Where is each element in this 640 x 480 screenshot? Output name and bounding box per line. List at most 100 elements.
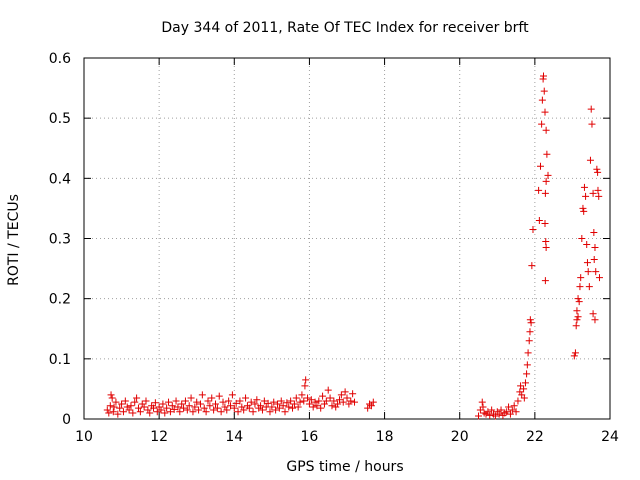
- data-point: [258, 406, 266, 414]
- data-point: [364, 404, 372, 412]
- data-point: [127, 402, 135, 410]
- data-point: [114, 410, 122, 418]
- data-point: [328, 402, 336, 410]
- data-point: [142, 397, 150, 405]
- data-point: [163, 404, 171, 412]
- x-tick-label: 16: [301, 429, 319, 445]
- data-point: [270, 398, 278, 406]
- data-point: [110, 403, 118, 411]
- data-point: [112, 398, 120, 406]
- data-point: [178, 400, 186, 408]
- data-point: [285, 403, 293, 411]
- data-point: [170, 405, 178, 413]
- data-point: [541, 108, 549, 116]
- data-point: [589, 189, 597, 197]
- data-point: [283, 399, 291, 407]
- data-point: [196, 400, 204, 408]
- data-point: [523, 370, 531, 378]
- y-tick-label: 0: [62, 412, 71, 428]
- data-point: [514, 397, 522, 405]
- data-point: [594, 186, 602, 194]
- data-point: [103, 406, 111, 414]
- data-point: [217, 408, 225, 416]
- data-point: [330, 397, 338, 405]
- data-point: [249, 408, 257, 416]
- data-point: [272, 406, 280, 414]
- data-point: [542, 244, 550, 252]
- data-point: [517, 382, 525, 390]
- data-point: [198, 391, 206, 399]
- data-point: [227, 402, 235, 410]
- data-point: [594, 168, 602, 176]
- data-point: [165, 398, 173, 406]
- x-tick-label: 18: [376, 429, 394, 445]
- x-tick-label: 24: [601, 429, 619, 445]
- y-tick-label: 0.6: [49, 51, 71, 67]
- data-point: [369, 398, 377, 406]
- data-point: [260, 397, 268, 405]
- data-point: [478, 398, 486, 406]
- data-point: [583, 259, 591, 267]
- data-point: [351, 398, 359, 406]
- data-point: [313, 402, 321, 410]
- data-point: [240, 406, 248, 414]
- data-point: [232, 399, 240, 407]
- data-point: [529, 225, 537, 233]
- data-point: [520, 394, 528, 402]
- data-point: [510, 402, 518, 410]
- x-tick-label: 22: [526, 429, 544, 445]
- data-point: [159, 400, 167, 408]
- data-point: [245, 404, 253, 412]
- data-point: [520, 385, 528, 393]
- axis-ticks: 10 12 14 16 18 20 22 24 0 0.1 0.2 0.3 0.4 0.5 0.6: [49, 51, 619, 445]
- x-axis-title: GPS time / hours: [286, 459, 403, 475]
- data-point: [204, 397, 212, 405]
- data-point: [571, 349, 579, 357]
- data-point: [523, 361, 531, 369]
- data-point: [580, 207, 588, 215]
- data-point: [590, 228, 598, 236]
- data-point: [268, 403, 276, 411]
- data-point: [215, 392, 223, 400]
- data-point: [304, 394, 312, 402]
- y-tick-label: 0.5: [49, 111, 71, 127]
- data-point: [574, 313, 582, 321]
- data-point: [176, 408, 184, 416]
- data-point: [526, 328, 534, 336]
- y-axis-title: ROTI / TECUs: [6, 194, 22, 286]
- y-tick-label: 0.2: [49, 292, 71, 308]
- data-point: [108, 394, 116, 402]
- data-point: [486, 411, 494, 419]
- data-point: [584, 268, 592, 276]
- data-point: [475, 412, 482, 420]
- data-point: [234, 408, 242, 416]
- data-point: [582, 192, 590, 200]
- data-point: [185, 402, 193, 410]
- data-point: [301, 382, 309, 390]
- data-point: [266, 408, 274, 416]
- data-point: [541, 219, 549, 227]
- data-point: [131, 398, 139, 406]
- data-point: [319, 392, 327, 400]
- data-point: [577, 274, 585, 282]
- data-point: [576, 283, 584, 291]
- data-point: [311, 398, 319, 406]
- data-point: [279, 402, 287, 410]
- data-point: [180, 404, 188, 412]
- data-point: [275, 404, 283, 412]
- data-point: [302, 376, 310, 384]
- data-point: [300, 397, 308, 405]
- data-point: [538, 120, 546, 128]
- data-point: [505, 403, 513, 411]
- data-point: [583, 241, 591, 249]
- data-point: [136, 408, 144, 416]
- data-point: [200, 404, 208, 412]
- chart-title: Day 344 of 2011, Rate Of TEC Index for r…: [161, 20, 529, 36]
- data-point: [536, 162, 544, 170]
- data-point: [542, 126, 550, 134]
- x-tick-label: 12: [150, 429, 168, 445]
- data-point: [479, 403, 487, 411]
- data-point: [174, 403, 182, 411]
- data-point: [187, 394, 195, 402]
